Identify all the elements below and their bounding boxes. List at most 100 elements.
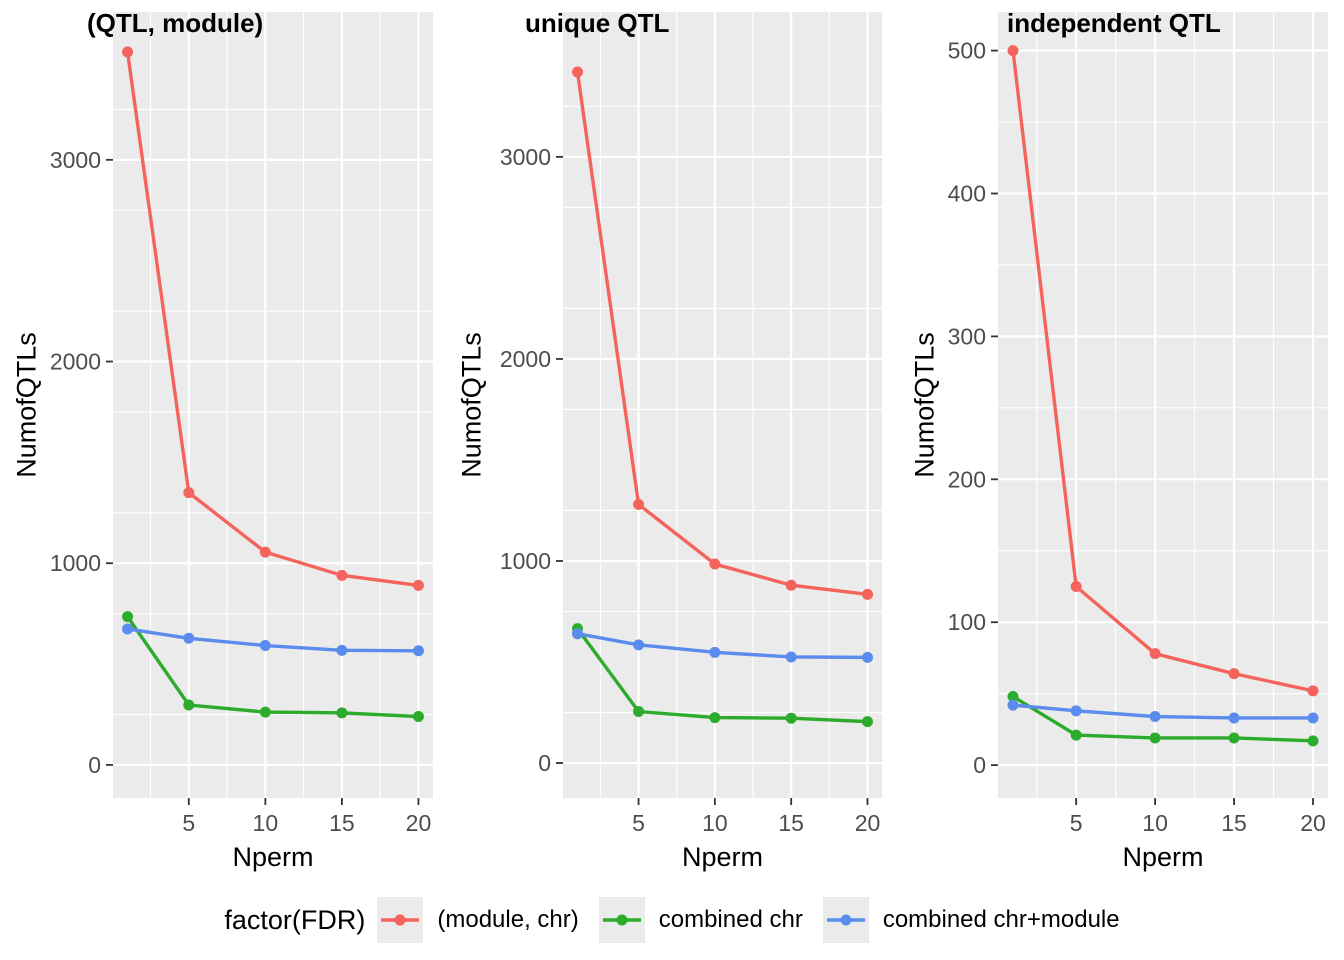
x-tick-label: 20 — [406, 810, 432, 836]
data-point — [1307, 685, 1319, 697]
data-point — [122, 623, 134, 635]
data-point — [336, 569, 348, 581]
x-tick-label: 10 — [702, 810, 728, 836]
data-point — [1149, 648, 1161, 660]
data-point — [412, 711, 424, 723]
panel-title: independent QTL — [1007, 8, 1221, 38]
y-tick-label: 0 — [973, 752, 986, 778]
legend-key-icon — [377, 897, 424, 943]
y-tick-label: 3000 — [500, 144, 551, 170]
legend-key-icon — [822, 897, 869, 943]
data-point — [122, 611, 134, 623]
data-point — [1007, 45, 1019, 57]
legend-key-point — [394, 914, 406, 926]
y-tick-label: 300 — [948, 323, 986, 349]
legend-entry: combined chr — [598, 897, 803, 943]
y-tick-label: 100 — [948, 609, 986, 635]
panel-title: (QTL, module) — [87, 8, 264, 38]
y-axis-label: NumofQTLs — [11, 332, 42, 478]
data-point — [412, 579, 424, 591]
x-tick-label: 5 — [632, 810, 645, 836]
y-tick-label: 200 — [948, 466, 986, 492]
x-tick-label: 15 — [1221, 810, 1247, 836]
legend-entry: (module, chr) — [377, 897, 579, 943]
panel-title: unique QTL — [525, 8, 670, 38]
data-point — [122, 46, 134, 58]
y-tick-label: 1000 — [50, 550, 101, 576]
x-tick-label: 20 — [855, 810, 881, 836]
plot-panel-independent-qtl: 5 10 15 20 0 100 200 300 400 500 independent QTL … — [890, 0, 1344, 880]
y-tick-label: 0 — [538, 750, 551, 776]
y-tick-label: 500 — [948, 38, 986, 64]
data-point — [709, 558, 721, 570]
data-point — [709, 646, 721, 658]
data-point — [572, 628, 583, 640]
x-tick-label: 5 — [1070, 810, 1083, 836]
data-point — [1307, 735, 1319, 747]
legend-label: combined chr — [658, 906, 803, 933]
x-tick-label: 15 — [778, 810, 804, 836]
data-point — [1070, 729, 1082, 741]
legend-key-icon — [598, 897, 645, 943]
data-point — [1007, 691, 1019, 703]
data-point — [1070, 705, 1082, 717]
y-tick-label: 2000 — [50, 349, 101, 375]
data-point — [633, 498, 645, 510]
x-axis-label: Nperm — [681, 842, 763, 872]
x-tick-label: 10 — [253, 810, 279, 836]
data-point — [1228, 732, 1240, 744]
data-point — [709, 712, 721, 724]
data-point — [1228, 668, 1240, 680]
x-axis-label: Nperm — [232, 842, 314, 872]
data-point — [862, 588, 873, 600]
data-point — [633, 706, 645, 718]
y-tick-label: 400 — [948, 180, 986, 206]
data-point — [785, 579, 797, 591]
legend-entry: combined chr+module — [822, 897, 1120, 943]
data-point — [862, 651, 873, 663]
data-point — [1149, 711, 1161, 723]
data-point — [1228, 712, 1240, 724]
data-point — [862, 716, 873, 728]
data-point — [259, 640, 271, 652]
plot-svg: 5 10 15 20 0 1000 2000 3000 — [50, 12, 433, 836]
legend-label: combined chr+module — [882, 906, 1120, 933]
y-tick-label: 2000 — [500, 346, 551, 372]
data-point — [785, 712, 797, 724]
data-point — [1149, 732, 1161, 744]
legend-key-point — [840, 914, 852, 926]
x-tick-label: 10 — [1142, 810, 1168, 836]
panel-background — [113, 12, 433, 798]
data-point — [183, 632, 195, 644]
legend-entries: (module, chr) combined chr combined chr+mo… — [377, 897, 1120, 943]
data-point — [1307, 712, 1319, 724]
legend-title: factor(FDR) — [224, 904, 366, 935]
data-point — [572, 66, 583, 78]
data-point — [183, 487, 195, 499]
x-tick-label: 15 — [329, 810, 355, 836]
legend: factor(FDR) (module, chr) combined chr com… — [0, 893, 1344, 947]
plot-panel-unique-qtl: 5 10 15 20 0 1000 2000 3000 unique QTL NumofQTL… — [447, 0, 890, 880]
data-point — [633, 639, 645, 651]
plot-svg: 5 10 15 20 0 1000 2000 3000 — [500, 12, 882, 836]
data-point — [336, 644, 348, 656]
legend-label: (module, chr) — [437, 906, 579, 933]
data-point — [785, 651, 797, 663]
data-point — [1007, 699, 1019, 711]
y-tick-label: 1000 — [500, 548, 551, 574]
panel-background — [563, 12, 882, 798]
y-axis-label: NumofQTLs — [909, 332, 940, 478]
data-point — [183, 699, 195, 711]
panel-background — [998, 12, 1328, 798]
legend-key-point — [616, 914, 628, 926]
x-tick-label: 5 — [182, 810, 195, 836]
x-axis-label: Nperm — [1122, 842, 1204, 872]
data-point — [336, 707, 348, 719]
data-point — [1070, 580, 1082, 592]
data-point — [412, 645, 424, 657]
y-axis-label: NumofQTLs — [456, 332, 487, 478]
data-point — [259, 546, 271, 558]
data-point — [259, 706, 271, 718]
